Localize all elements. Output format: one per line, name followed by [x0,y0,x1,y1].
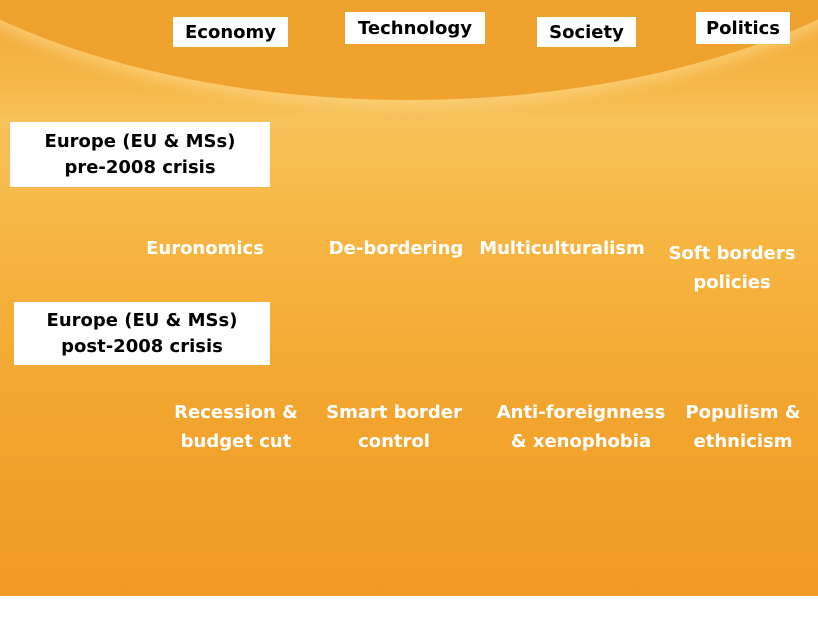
text-line: Anti-foreignness [496,402,666,423]
text-line: budget cut [180,431,292,452]
text-line: De-bordering [328,238,464,259]
text-line: ethnicism [693,431,793,452]
row-label: Europe (EU & MSs) post-2008 crisis [14,302,270,365]
text-line: Smart border [326,402,462,423]
row-label: Europe (EU & MSs) pre-2008 crisis [10,122,270,187]
text-line: policies [693,272,771,293]
column-header: Society [537,17,636,47]
table-cell: Anti-foreignness & xenophobia [491,398,671,456]
text-line: Soft borders [668,243,796,264]
text-line: pre-2008 crisis [64,156,216,178]
text-line: Populism & [685,402,801,423]
column-header: Economy [173,17,288,47]
table-cell: Multiculturalism [472,234,652,263]
table-cell: Smart border control [304,398,484,456]
text-line: & xenophobia [510,431,652,452]
table-cell: Soft borders policies [642,239,818,297]
table-cell: Populism & ethnicism [653,398,818,456]
table-cell: Recession & budget cut [146,398,326,456]
column-header: Technology [345,12,485,44]
text-line: Europe (EU & MSs) [44,130,236,152]
text-line: Multiculturalism [479,238,645,259]
text-line: Europe (EU & MSs) [46,309,238,331]
text-line: control [358,431,430,452]
text-line: Euronomics [146,238,264,259]
text-line: post-2008 crisis [61,335,223,357]
text-line: Recession & [174,402,298,423]
table-cell: Euronomics [115,234,295,263]
column-header: Politics [696,12,790,44]
table-cell: De-bordering [306,234,486,263]
